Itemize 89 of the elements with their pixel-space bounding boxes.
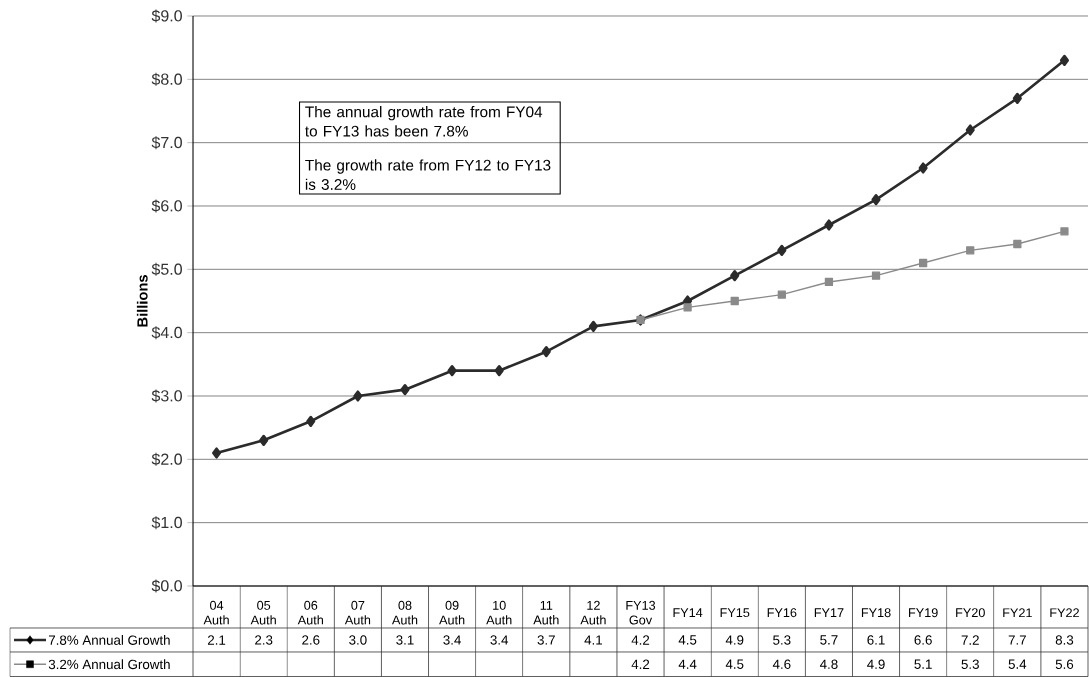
x-tick-label: 04 Auth — [203, 600, 229, 625]
data-label: 4.5 — [725, 659, 744, 669]
data-label: 4.1 — [584, 635, 603, 645]
annotation: The annual growth rate from FY04 to FY13 has been 7.8% — [305, 106, 543, 137]
y-tick-label: $1.0 — [151, 516, 182, 530]
data-label: 3.1 — [396, 635, 414, 645]
x-tick-label: 12 Auth — [580, 600, 606, 625]
x-tick-label: FY16 — [767, 608, 797, 618]
point — [353, 390, 363, 402]
point — [400, 384, 410, 396]
point — [730, 296, 739, 306]
x-tick-label: 10 Auth — [486, 600, 512, 625]
data-label: 3.0 — [349, 635, 367, 645]
point — [683, 303, 692, 312]
point — [918, 162, 928, 174]
data-label: 7.7 — [1008, 635, 1026, 645]
point — [777, 290, 786, 299]
point — [824, 277, 834, 287]
data-label: 4.9 — [867, 659, 885, 669]
data-label: 3.7 — [537, 635, 555, 645]
point — [541, 346, 551, 358]
data-label: 5.7 — [820, 635, 838, 645]
annotation: The growth rate from FY12 to FY13 is 3.2% — [305, 159, 551, 190]
point — [730, 270, 740, 282]
point — [447, 365, 457, 377]
data-label: 2.3 — [255, 635, 273, 645]
x-tick-label: FY20 — [956, 608, 985, 618]
data-label: 6.1 — [867, 635, 885, 645]
data-label: 7.2 — [961, 635, 979, 645]
point — [777, 244, 787, 256]
x-tick-label: FY17 — [814, 608, 844, 618]
y-tick-label: $7.0 — [151, 136, 182, 150]
y-tick-label: $0.0 — [151, 579, 182, 593]
x-tick-label: FY22 — [1050, 608, 1079, 618]
x-tick-label: 06 Auth — [297, 600, 323, 625]
data-label: 3.4 — [490, 635, 509, 645]
data-label: 4.2 — [631, 635, 650, 645]
data-label: 3.4 — [443, 635, 461, 645]
data-label: 5.4 — [1008, 659, 1027, 669]
point — [306, 415, 316, 427]
x-tick-label: FY13 Gov — [626, 600, 656, 625]
point — [824, 219, 834, 231]
data-label: 4.5 — [678, 635, 697, 645]
legend-label: 7.8% Annual Growth — [48, 635, 170, 645]
y-axis-title: Billions — [136, 275, 148, 327]
data-label: 4.8 — [819, 659, 838, 669]
data-label: 8.3 — [1055, 635, 1074, 645]
x-tick-label: FY14 — [673, 608, 703, 618]
point — [1012, 92, 1022, 104]
data-label: 6.6 — [914, 635, 932, 645]
point — [212, 447, 222, 459]
legend-label: 3.2% Annual Growth — [48, 659, 170, 670]
data-label: 5.6 — [1055, 659, 1074, 669]
x-tick-label: 07 Auth — [344, 600, 371, 625]
x-tick-label: 05 Auth — [250, 600, 276, 625]
y-tick-label: $3.0 — [151, 389, 182, 403]
y-tick-label: $6.0 — [151, 199, 182, 213]
point — [1013, 239, 1022, 249]
point — [494, 365, 504, 377]
data-label: 4.9 — [725, 635, 744, 645]
data-label: 5.3 — [961, 659, 979, 669]
data-label: 4.2 — [631, 659, 650, 669]
point — [966, 246, 975, 255]
x-tick-label: FY19 — [909, 608, 938, 618]
y-tick-label: $8.0 — [151, 72, 182, 86]
x-tick-label: 09 Auth — [439, 600, 465, 625]
data-label: 4.6 — [772, 659, 791, 669]
point — [871, 194, 881, 206]
point — [1060, 227, 1069, 236]
point — [871, 271, 881, 280]
x-tick-label: FY15 — [720, 608, 750, 618]
data-label: 2.1 — [207, 635, 226, 645]
y-tick-label: $5.0 — [151, 262, 182, 276]
y-tick-label: $4.0 — [151, 326, 182, 340]
y-tick-label: $2.0 — [151, 452, 182, 466]
data-label: 4.4 — [678, 659, 697, 669]
data-label: 5.1 — [914, 659, 932, 669]
y-tick-label: $9.0 — [151, 9, 182, 23]
point — [965, 124, 975, 136]
data-label: 2.6 — [302, 635, 320, 645]
data-label: 5.3 — [773, 635, 791, 645]
point — [588, 320, 598, 332]
x-tick-label: 11 Auth — [533, 600, 559, 625]
point — [1059, 54, 1069, 66]
x-tick-label: 08 Auth — [391, 600, 418, 625]
point — [259, 434, 269, 446]
x-tick-label: FY21 — [1003, 608, 1032, 618]
x-tick-label: FY18 — [861, 608, 891, 618]
point — [918, 258, 928, 268]
